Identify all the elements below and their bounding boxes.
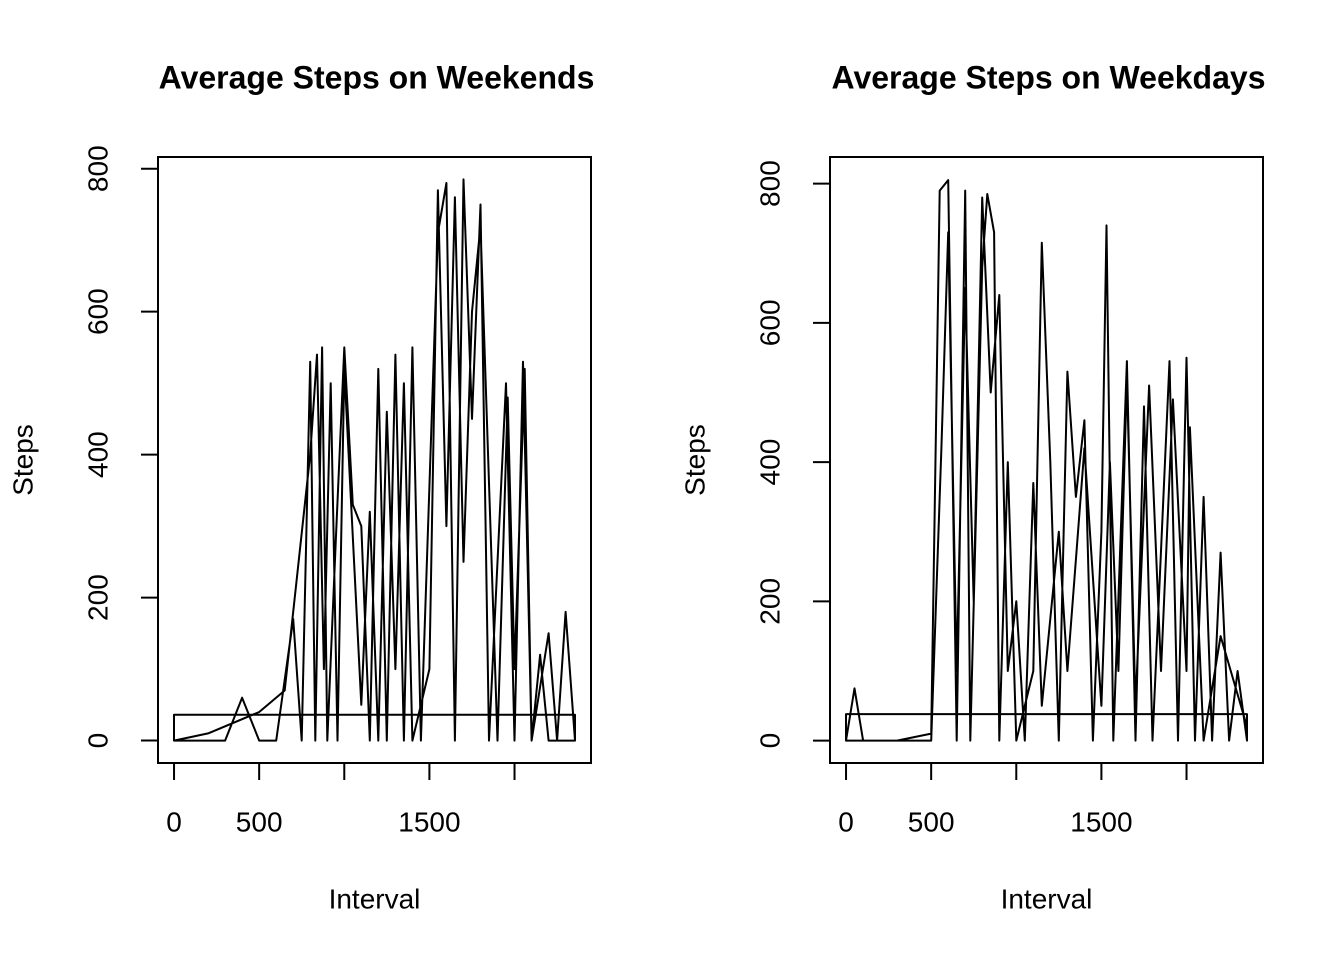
data-line: [845, 179, 1248, 742]
y-tick-label: 200: [754, 578, 785, 625]
x-axis-label: Interval: [1001, 883, 1093, 914]
x-tick-label: 500: [908, 806, 955, 837]
y-axis-label: Steps: [679, 424, 710, 496]
y-tick-label: 800: [82, 145, 113, 192]
y-tick-label: 400: [754, 439, 785, 486]
y-tick-label: 600: [82, 288, 113, 335]
y-tick-label: 0: [82, 733, 113, 749]
data-line: [173, 178, 576, 742]
y-tick-label: 200: [82, 574, 113, 621]
y-tick-label: 400: [82, 431, 113, 478]
x-tick-label: 500: [236, 806, 283, 837]
x-axis-label: Interval: [329, 883, 421, 914]
chart-title: Average Steps on Weekdays: [832, 59, 1266, 95]
y-tick-label: 0: [754, 733, 785, 749]
x-tick-label: 1500: [1070, 806, 1132, 837]
x-tick-label: 0: [838, 806, 854, 837]
y-axis-label: Steps: [7, 424, 38, 496]
x-tick-label: 0: [166, 806, 182, 837]
y-tick-label: 800: [754, 160, 785, 207]
x-tick-label: 1500: [398, 806, 460, 837]
y-tick-label: 600: [754, 299, 785, 346]
chart-title: Average Steps on Weekends: [159, 59, 595, 95]
